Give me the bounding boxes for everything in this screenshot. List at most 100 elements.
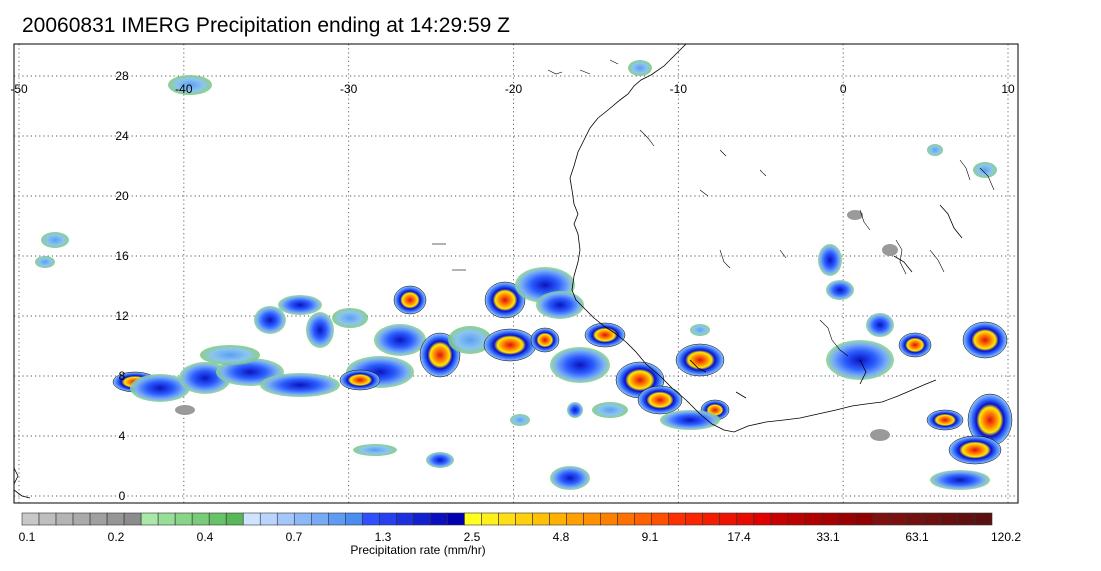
precipitation-cells xyxy=(35,60,1013,490)
lon-tick-label: 10 xyxy=(1001,82,1015,96)
colorbar-swatch xyxy=(140,512,159,526)
lon-tick-label: -10 xyxy=(670,82,688,96)
colorbar-swatch xyxy=(174,512,193,526)
lat-tick-label: 20 xyxy=(115,189,129,203)
rain-cell xyxy=(818,244,842,276)
colorbar-swatch xyxy=(753,512,772,526)
colorbar-swatch xyxy=(464,512,482,526)
colorbar-swatch xyxy=(957,512,976,526)
rain-cell xyxy=(866,313,894,337)
coastline xyxy=(14,44,963,499)
rain-cell xyxy=(530,327,560,353)
colorbar-swatch xyxy=(208,512,227,526)
colorbar-tick-label: 33.1 xyxy=(816,530,840,544)
colorbar-tick-label: 17.4 xyxy=(727,530,751,544)
rain-cell xyxy=(168,75,212,95)
lon-tick-label: -20 xyxy=(505,82,523,96)
colorbar-swatch xyxy=(685,512,704,526)
colorbar-swatch xyxy=(838,512,857,526)
rain-cell xyxy=(550,347,610,383)
rain-cell xyxy=(690,324,710,336)
colorbar xyxy=(21,512,993,526)
rivers-and-borders xyxy=(432,59,995,357)
rain-cell xyxy=(882,244,898,256)
lat-tick-label: 0 xyxy=(119,489,126,503)
lat-tick-label: 12 xyxy=(115,309,129,323)
lat-tick-label: 16 xyxy=(115,249,129,263)
colorbar-swatch xyxy=(242,512,261,526)
colorbar-swatch xyxy=(736,512,755,526)
rain-cell xyxy=(374,324,426,356)
rain-cell xyxy=(332,308,368,328)
colorbar-swatch xyxy=(310,512,329,526)
lat-tick-label: 4 xyxy=(119,429,126,443)
rain-cell xyxy=(973,162,997,178)
colorbar-swatch xyxy=(276,512,295,526)
colorbar-tick-label: 2.5 xyxy=(464,530,481,544)
colorbar-swatch xyxy=(617,512,635,526)
lon-tick-label: 0 xyxy=(840,82,847,96)
rain-cell xyxy=(41,232,69,248)
map-title: 20060831 IMERG Precipitation ending at 1… xyxy=(22,14,510,37)
colorbar-swatch xyxy=(38,512,57,526)
rain-cell xyxy=(660,410,720,430)
colorbar-swatch xyxy=(566,512,584,526)
colorbar-tick-label: 63.1 xyxy=(905,530,929,544)
colorbar-swatch xyxy=(259,512,278,526)
longitude-labels: -50 -40 -30 -20 -10 0 10 xyxy=(10,82,1015,96)
colorbar-swatch xyxy=(21,512,40,526)
rain-cell xyxy=(567,402,583,418)
colorbar-swatch xyxy=(923,512,942,526)
lon-tick-label: -40 xyxy=(175,82,193,96)
rain-cell xyxy=(393,285,427,315)
colorbar-swatch xyxy=(157,512,176,526)
colorbar-swatch xyxy=(396,512,414,526)
colorbar-swatch xyxy=(668,512,686,526)
colorbar-swatch xyxy=(702,512,721,526)
rain-cell xyxy=(483,328,537,362)
colorbar-swatch xyxy=(515,512,533,526)
colorbar-swatch xyxy=(413,512,431,526)
colorbar-tick-label: 0.1 xyxy=(19,530,36,544)
rain-cell xyxy=(130,374,190,402)
lon-tick-label: -30 xyxy=(340,82,358,96)
rain-cell xyxy=(260,373,340,397)
rain-cell xyxy=(339,369,381,391)
latitude-labels: 0 4 8 12 16 20 24 28 xyxy=(115,69,129,503)
rain-cell xyxy=(306,312,334,348)
rain-cell xyxy=(510,414,530,426)
colorbar-swatch xyxy=(328,512,346,526)
rain-cell xyxy=(926,409,964,431)
colorbar-swatch xyxy=(481,512,499,526)
lat-tick-label: 24 xyxy=(115,129,129,143)
colorbar-swatch xyxy=(430,512,448,526)
colorbar-swatch xyxy=(55,512,74,526)
lat-tick-label: 28 xyxy=(115,69,129,83)
rain-cell xyxy=(35,256,55,268)
colorbar-tick-labels: 0.1 0.2 0.4 0.7 1.3 2.5 4.8 9.1 17.4 33.1 63.1 120.… xyxy=(19,530,1022,544)
colorbar-swatch xyxy=(940,512,959,526)
colorbar-tick-label: 0.7 xyxy=(286,530,303,544)
colorbar-swatch xyxy=(549,512,567,526)
rain-cell xyxy=(675,343,725,377)
colorbar-tick-label: 0.2 xyxy=(108,530,125,544)
rain-cell xyxy=(898,332,932,358)
rain-cell xyxy=(628,60,652,76)
colorbar-swatch xyxy=(293,512,312,526)
colorbar-swatch xyxy=(225,512,244,526)
rain-cell xyxy=(550,466,590,490)
colorbar-swatch xyxy=(345,512,363,526)
rain-cell xyxy=(426,452,454,468)
colorbar-swatch xyxy=(191,512,210,526)
colorbar-swatch xyxy=(532,512,550,526)
rain-cell xyxy=(175,405,195,415)
colorbar-swatch xyxy=(600,512,618,526)
rain-cell xyxy=(592,402,628,418)
rain-cell xyxy=(254,306,286,334)
rain-cell xyxy=(200,345,260,365)
rain-cell xyxy=(536,291,584,319)
colorbar-swatch xyxy=(855,512,874,526)
colorbar-swatch xyxy=(362,512,380,526)
rain-cell xyxy=(847,210,863,220)
